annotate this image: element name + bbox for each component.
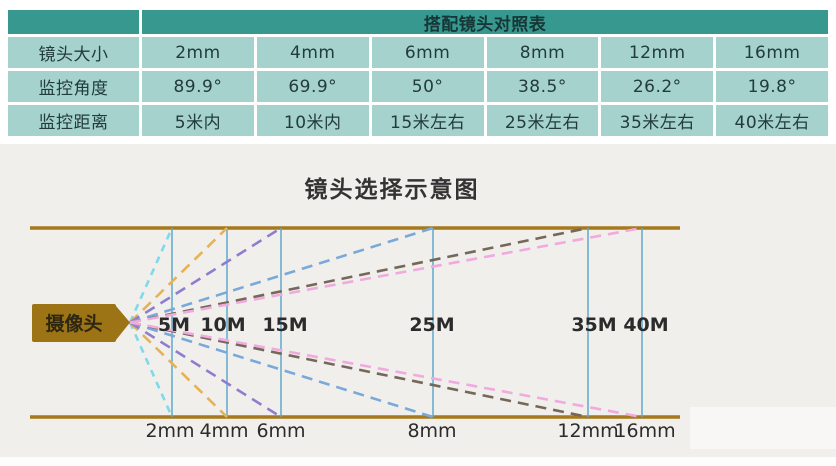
- fov-upper-12mm: [129, 226, 589, 324]
- table-cell: 35米左右: [601, 105, 714, 136]
- distance-label-10M: 10M: [200, 314, 245, 336]
- fov-lower-16mm: [129, 321, 643, 419]
- table-cell: 10米内: [256, 105, 369, 136]
- camera-body: [32, 304, 116, 342]
- table-cell: 69.9°: [256, 71, 369, 102]
- fov-upper-16mm: [129, 226, 643, 324]
- fov-lower-2mm: [128, 321, 174, 418]
- table-row-header: 镜头大小: [8, 37, 139, 68]
- table-cell: 2mm: [142, 37, 254, 68]
- table-cell: 38.5°: [486, 71, 599, 102]
- lens-comparison-table: 搭配镜头对照表 镜头大小 2mm 4mm 6mm 8mm 12mm 16mm 监控角度 89.9…: [8, 10, 828, 136]
- fov-lower-4mm: [129, 321, 228, 418]
- distance-label-35M: 35M: [571, 314, 616, 336]
- distance-label-40M: 40M: [623, 314, 668, 336]
- table-cell: 16mm: [716, 37, 828, 68]
- table-cell: 8mm: [486, 37, 599, 68]
- table-title: 搭配镜头对照表: [142, 10, 828, 35]
- lens-label-8mm: 8mm: [407, 420, 456, 442]
- table-cell: 12mm: [601, 37, 714, 68]
- table-row-header: 监控角度: [8, 71, 139, 102]
- lens-diagram-panel: 镜头选择示意图 摄像头 5M 10M 15M 25M 35M 40M 2mm 4mm 6mm 8mm…: [0, 144, 836, 457]
- table-cell: 26.2°: [601, 71, 714, 102]
- diagram-title: 镜头选择示意图: [304, 177, 480, 203]
- lens-label-16mm: 16mm: [614, 420, 675, 442]
- fov-lower-6mm: [129, 321, 282, 419]
- bottom-margin: [0, 457, 836, 466]
- lens-label-2mm: 2mm: [145, 420, 194, 442]
- camera-lens-cone: [116, 306, 130, 340]
- watermark-remnant: [690, 407, 836, 449]
- table-cell: 15米左右: [371, 105, 484, 136]
- camera-label: 摄像头: [45, 312, 102, 335]
- table-cell: 6mm: [371, 37, 484, 68]
- lens-label-6mm: 6mm: [256, 420, 305, 442]
- table-cell: 89.9°: [142, 71, 254, 102]
- table-row-header: 监控距离: [8, 105, 139, 136]
- fov-lower-12mm: [129, 321, 589, 419]
- distance-label-5M: 5M: [158, 314, 190, 336]
- table-cell: 40米左右: [716, 105, 828, 136]
- lens-label-4mm: 4mm: [199, 420, 248, 442]
- distance-label-15M: 15M: [262, 314, 307, 336]
- distance-label-25M: 25M: [409, 314, 454, 336]
- table-header-blank-cell: [8, 10, 139, 34]
- table-cell: 50°: [371, 71, 484, 102]
- lens-label-12mm: 12mm: [557, 420, 618, 442]
- table-cell: 5米内: [142, 105, 254, 136]
- table-cell: 25米左右: [486, 105, 599, 136]
- table-cell: 4mm: [256, 37, 369, 68]
- fov-upper-2mm: [128, 227, 174, 324]
- table-cell: 19.8°: [716, 71, 828, 102]
- fov-upper-4mm: [129, 227, 228, 324]
- fov-upper-6mm: [129, 226, 282, 324]
